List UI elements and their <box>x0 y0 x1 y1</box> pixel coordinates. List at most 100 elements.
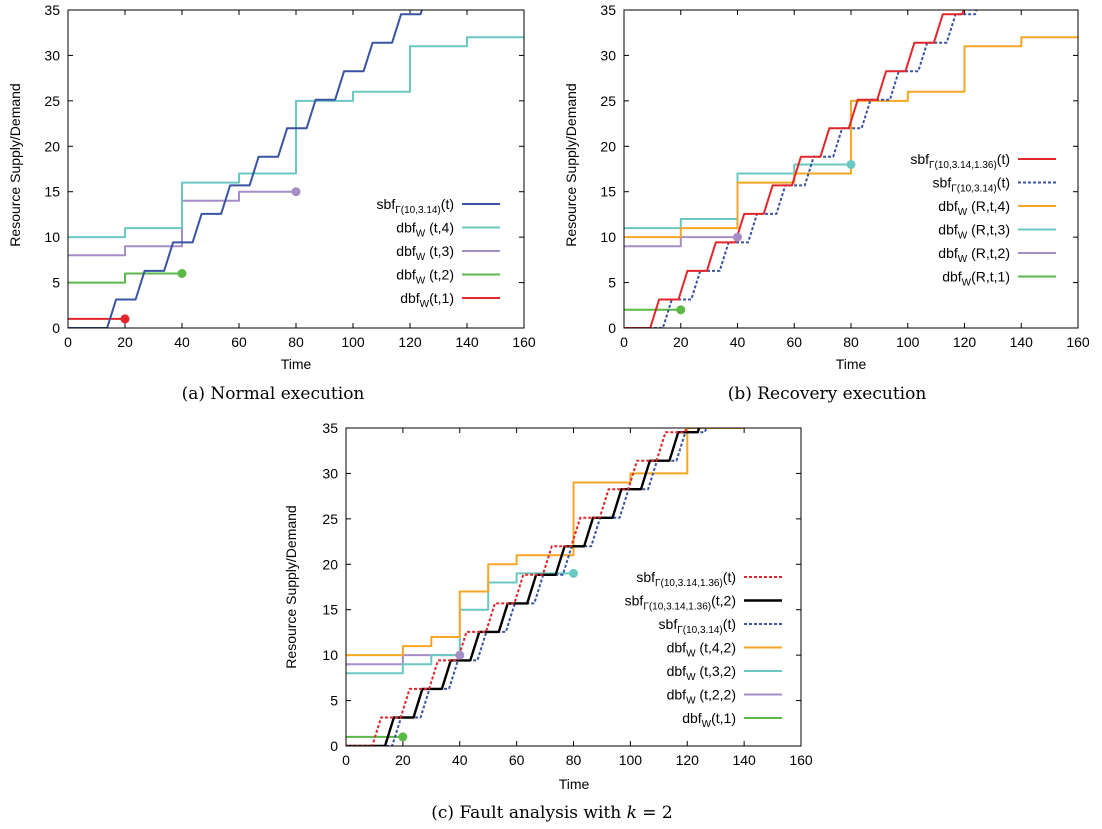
panel-a-legend-label-dbf1: dbfW(t,1) <box>400 290 454 310</box>
panel-c-xtick-label: 0 <box>342 752 350 768</box>
panel-b-legend-label-dbf4: dbfW (R,t,4) <box>938 198 1010 218</box>
panel-c-marker-dbf3 <box>569 568 578 578</box>
panel-b-marker-dbf1 <box>676 305 686 315</box>
panel-a-marker-dbf2 <box>177 268 187 278</box>
panel-b-legend: sbfΓ(10,3.14,1.36)(t) sbfΓ(10,3.14)(t) dbf… <box>910 151 1056 289</box>
panel-b-marker-dbf2 <box>733 232 742 242</box>
panel-b-series-dbf2 <box>624 236 738 248</box>
panel-a-ylabel: Resource Supply/Demand <box>7 83 23 246</box>
panel-c-xtick-label: 20 <box>395 752 411 768</box>
panel-c-xlabel: Time <box>559 776 590 792</box>
panel-b-xtick-label: 160 <box>1066 334 1090 350</box>
panel-a-xtick-label: 0 <box>64 334 72 350</box>
panel-c-xtick-label: 140 <box>732 752 756 768</box>
panel-c-xtick-label: 160 <box>789 752 813 768</box>
panel-a-caption: (a) Normal execution <box>182 384 365 404</box>
panel-c-ytick-label: 0 <box>330 738 338 754</box>
panel-c-legend-label-dbf3: dbfW (t,3,2) <box>667 663 736 683</box>
panel-b-plot: 0 20 40 60 80 100 120 140 160 0 5 10 15 20 25 30 35 sbfΓ(… <box>600 2 1090 350</box>
panel-b-xtick-label: 140 <box>1010 334 1034 350</box>
panel-b-xtick-label: 60 <box>786 334 802 350</box>
panel-b-legend-label-sbf: sbfΓ(10,3.14)(t) <box>933 175 1010 195</box>
panel-c-legend: sbfΓ(10,3.14,1.36)(t) sbfΓ(10,3.14,1.36)(… <box>625 569 782 730</box>
panel-b-series-sbf <box>624 10 978 328</box>
panel-a-ytick-label: 0 <box>52 320 60 336</box>
panel-a-ytick-label: 5 <box>52 275 60 291</box>
panel-c-ytick-label: 20 <box>322 556 338 572</box>
panel-b-ytick-label: 0 <box>608 320 616 336</box>
panel-b-legend-label-sbfR: sbfΓ(10,3.14,1.36)(t) <box>910 151 1010 171</box>
panel-b-ytick-label: 10 <box>600 229 616 245</box>
panel-a-legend-label-dbf2: dbfW (t,2) <box>396 267 454 287</box>
panel-b-frame <box>623 9 1079 329</box>
panel-c-caption: (c) Fault analysis with k = 2 <box>431 803 673 823</box>
panel-a-series-dbf4 <box>68 36 524 239</box>
panel-b: 0 20 40 60 80 100 120 140 160 0 5 10 15 20 25 30 35 sbfΓ(… <box>563 2 1090 404</box>
panel-c-legend-label-dbf2: dbfW (t,2,2) <box>667 687 736 707</box>
panel-c-ytick-label: 15 <box>322 602 338 618</box>
panel-b-ytick-label: 20 <box>600 138 616 154</box>
panel-a-xtick-label: 100 <box>341 334 365 350</box>
panel-b-xtick-label: 80 <box>843 334 859 350</box>
panel-a-xtick-label: 20 <box>117 334 133 350</box>
panel-c-series-sbf2 <box>346 428 701 746</box>
panel-a-xlabel: Time <box>281 356 312 372</box>
panel-c-frame <box>345 427 802 747</box>
panel-b-series-sbfR <box>624 10 965 328</box>
panel-a-xtick-label: 80 <box>288 334 304 350</box>
panel-a-ytick-label: 25 <box>44 93 60 109</box>
panel-c-legend-label-sbfR: sbfΓ(10,3.14,1.36)(t) <box>636 569 736 589</box>
panel-a-marker-dbf1 <box>120 314 130 324</box>
panel-c-caption-rest: = 2 <box>637 803 673 823</box>
panel-b-xtick-label: 20 <box>673 334 689 350</box>
panel-a-legend: sbfΓ(10,3.14)(t) dbfW (t,4) dbfW (t,3) dbfW… <box>377 196 500 310</box>
panel-c-ylabel: Resource Supply/Demand <box>283 505 299 668</box>
panel-c-ytick-label: 5 <box>330 693 338 709</box>
panel-b-legend-label-dbf3: dbfW (R,t,3) <box>938 222 1010 242</box>
panel-a-xtick-label: 60 <box>231 334 247 350</box>
panel-a-legend-label-sbf: sbfΓ(10,3.14)(t) <box>377 196 454 216</box>
panel-c: 0 20 40 60 80 100 120 140 160 0 5 10 15 20 25 30 35 sbfΓ(… <box>283 420 813 823</box>
panel-b-series-dbf4 <box>624 36 1078 239</box>
panel-a-series-dbf2 <box>68 272 182 284</box>
panel-c-caption-text: (c) Fault analysis with <box>431 803 626 823</box>
panel-c-legend-label-dbf4: dbfW (t,4,2) <box>667 640 736 660</box>
panel-b-legend-label-dbf2: dbfW (R,t,2) <box>938 245 1010 265</box>
panel-c-legend-label-dbf1: dbfW(t,1) <box>682 710 736 730</box>
panel-c-ytick-label: 25 <box>322 511 338 527</box>
panel-b-xtick-label: 0 <box>620 334 628 350</box>
panel-a-plot: 0 20 40 60 80 100 120 140 160 0 5 10 15 20 25 30 35 sbfΓ(… <box>44 2 536 350</box>
panel-a-series-sbf <box>68 10 423 328</box>
panel-c-ytick-label: 30 <box>322 465 338 481</box>
panel-a-ytick-label: 20 <box>44 138 60 154</box>
panel-b-xtick-label: 120 <box>953 334 977 350</box>
panel-a-frame <box>67 9 525 329</box>
panel-b-xtick-label: 100 <box>896 334 920 350</box>
panel-b-ytick-label: 35 <box>600 2 616 18</box>
panel-a-legend-label-dbf3: dbfW (t,3) <box>396 243 454 263</box>
panel-c-ytick-label: 35 <box>322 420 338 436</box>
panel-c-plot: 0 20 40 60 80 100 120 140 160 0 5 10 15 20 25 30 35 sbfΓ(… <box>322 420 813 768</box>
panel-c-legend-label-sbf: sbfΓ(10,3.14)(t) <box>659 616 736 636</box>
panel-c-marker-dbf1 <box>398 732 408 742</box>
panel-b-ytick-label: 15 <box>600 184 616 200</box>
panel-c-xtick-label: 60 <box>509 752 525 768</box>
panel-c-marker-dbf2 <box>455 650 465 660</box>
panel-c-series-dbf2 <box>346 654 460 666</box>
panel-c-ytick-label: 10 <box>322 647 338 663</box>
panel-c-series-dbf4 <box>346 428 745 657</box>
panel-a-series-group <box>68 10 524 328</box>
panel-c-xtick-label: 80 <box>566 752 582 768</box>
panel-a-ytick-label: 10 <box>44 229 60 245</box>
panel-a-legend-label-dbf4: dbfW (t,4) <box>396 220 454 240</box>
panel-b-ytick-label: 25 <box>600 93 616 109</box>
panel-c-series-group <box>346 428 745 746</box>
panel-c-xtick-label: 100 <box>619 752 643 768</box>
panel-a-xtick-label: 140 <box>455 334 479 350</box>
panel-a-xtick-label: 120 <box>398 334 422 350</box>
panel-a-marker-dbf3 <box>291 187 301 197</box>
panel-a-ytick-label: 35 <box>44 2 60 18</box>
panel-c-legend-label-sbf2: sbfΓ(10,3.14,1.36)(t,2) <box>625 593 736 613</box>
panel-a: 0 20 40 60 80 100 120 140 160 0 5 10 15 20 25 30 35 sbfΓ(… <box>7 2 536 404</box>
panel-a-xtick-label: 160 <box>512 334 536 350</box>
